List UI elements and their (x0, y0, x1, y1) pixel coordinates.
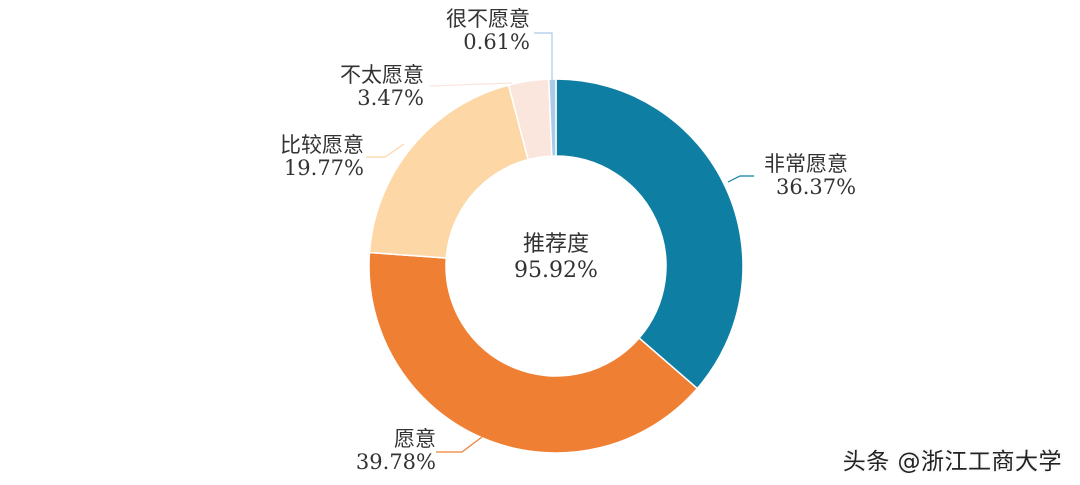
slice-very-willing (555, 78, 744, 390)
leader-line-fairly-willing (366, 143, 405, 158)
leader-line-very-willing (727, 175, 754, 183)
center-label-name: 推荐度 (522, 232, 589, 257)
leader-line-not-very-willing (429, 82, 513, 87)
donut-slices (368, 78, 744, 454)
leader-lines (366, 32, 754, 453)
slice-fairly-willing (368, 84, 530, 259)
center-label-value: 95.92% (514, 258, 598, 283)
label-willing: 愿意 39.78% (355, 427, 436, 474)
center-label: 推荐度 95.92% (456, 232, 656, 284)
label-fairly-willing: 比较愿意 19.77% (280, 133, 364, 180)
leader-line-willing (436, 436, 483, 453)
watermark: 头条 @浙江工商大学 (842, 449, 1062, 475)
label-very-willing: 非常愿意 36.37% (764, 152, 857, 199)
slice-willing (368, 251, 699, 454)
leader-line-very-unwilling (534, 32, 553, 80)
slice-very-unwilling (548, 78, 557, 157)
label-very-unwilling: 很不愿意 0.61% (446, 7, 530, 54)
label-not-very-willing: 不太愿意 3.47% (340, 63, 424, 110)
